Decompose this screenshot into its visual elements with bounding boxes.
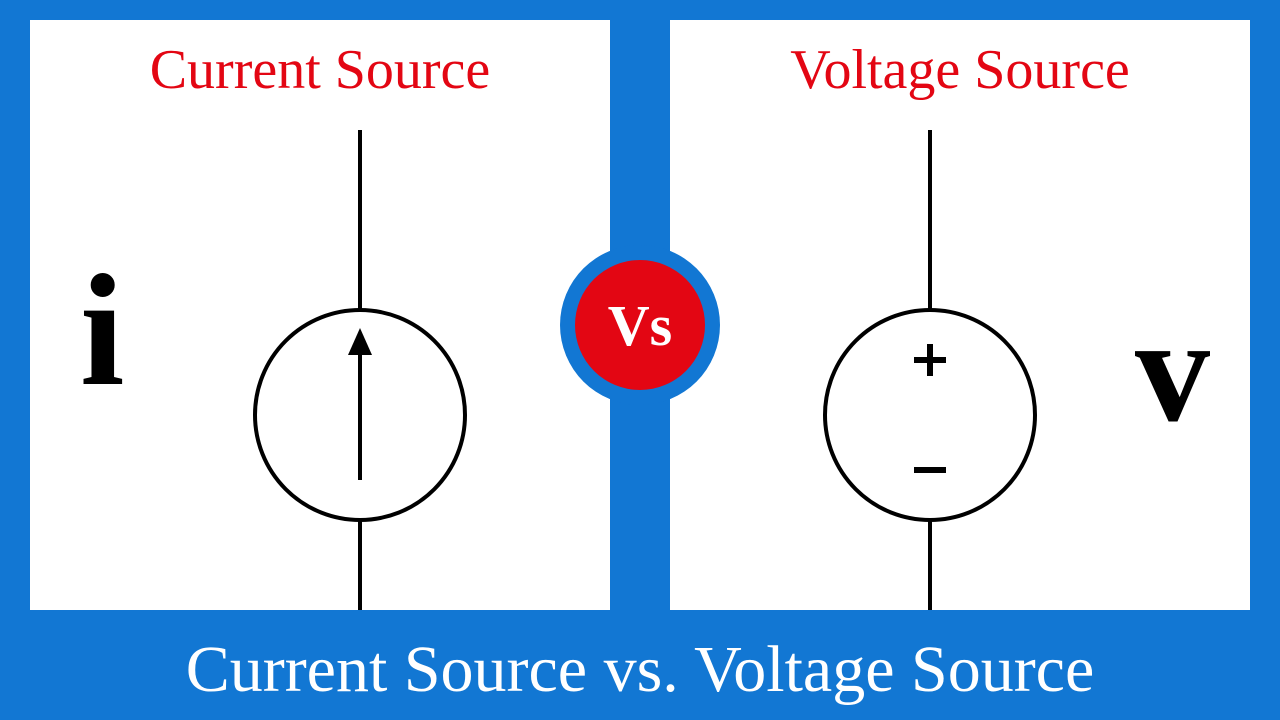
right-panel-title: Voltage Source — [670, 38, 1250, 102]
vs-badge-text: Vs — [608, 292, 672, 359]
bottom-caption: Current Source vs. Voltage Source — [0, 632, 1280, 708]
voltage-source-symbol: v — [670, 110, 1250, 610]
outer-frame: Current Source i Voltage Source v — [0, 0, 1280, 720]
left-panel-title: Current Source — [30, 38, 610, 102]
vs-badge: Vs — [575, 260, 705, 390]
right-panel: Voltage Source v — [670, 20, 1250, 610]
left-panel: Current Source i — [30, 20, 610, 610]
vs-badge-outer: Vs — [560, 245, 720, 405]
current-source-symbol: i — [30, 110, 610, 610]
letter-i: i — [80, 250, 124, 410]
letter-v: v — [1135, 295, 1210, 445]
